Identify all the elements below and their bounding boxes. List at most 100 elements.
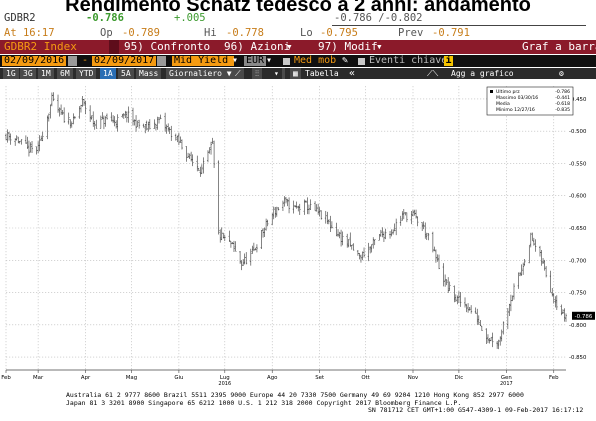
period-1g[interactable]: 1G	[3, 68, 19, 79]
ohlc-bar	[297, 205, 300, 212]
menu-azioni[interactable]: 96) Azioni	[224, 40, 291, 53]
ohlc-bar	[142, 123, 145, 128]
ohlc-bar	[41, 131, 44, 142]
ohlc-bar	[438, 254, 441, 270]
calendar-icon[interactable]	[68, 56, 77, 66]
ohlc-bar	[232, 240, 235, 253]
ohlc-bars	[5, 92, 567, 350]
pencil-icon[interactable]: ✎	[342, 55, 349, 66]
date-separator: -	[82, 55, 89, 66]
ohlc-bar	[93, 120, 96, 130]
ohlc-bar	[320, 210, 323, 220]
last-price: -0.786	[86, 12, 124, 24]
quote-time: At 16:17	[4, 27, 55, 39]
calendar-icon[interactable]	[157, 56, 166, 66]
low-value: -0.795	[320, 27, 358, 39]
ohlc-bar	[402, 208, 405, 220]
legend-value-max: -0.441	[555, 95, 570, 101]
menu-confronto[interactable]: 95) Confronto	[124, 40, 211, 53]
bar-chart-icon[interactable]: ⫶⫶	[252, 68, 262, 79]
ohlc-bar	[211, 137, 214, 144]
ohlc-bar	[346, 233, 349, 248]
period-ytd[interactable]: YTD	[76, 68, 97, 79]
checkbox-icon[interactable]	[283, 58, 290, 65]
ohlc-bar	[234, 241, 237, 252]
ohlc-bar	[136, 120, 139, 127]
y-axis: -0.450 -0.500 -0.550 -0.600 -0.650 -0.700 -0.7…	[569, 97, 587, 361]
ohlc-bar	[249, 248, 252, 266]
ohlc-bar	[298, 203, 301, 215]
ohlc-bar	[444, 274, 447, 287]
menu-modif[interactable]: 97) Modif	[318, 40, 378, 53]
period-1a[interactable]: 1A	[100, 68, 116, 79]
ohlc-bar	[197, 167, 200, 171]
frequency-select[interactable]: Giornaliero ▼	[166, 68, 235, 79]
ohlc-bar	[15, 135, 18, 141]
end-date-field[interactable]: 02/09/2017	[92, 55, 156, 66]
gear-icon[interactable]: ⚙	[559, 69, 564, 78]
ohlc-bar	[304, 200, 307, 203]
y-tick-label: -0.550	[569, 161, 587, 167]
dropdown-arrow-icon[interactable]: ▾	[376, 40, 383, 53]
period-3g[interactable]: 3G	[20, 68, 36, 79]
ohlc-bar	[448, 281, 451, 291]
dropdown-arrow-icon[interactable]: ▾	[286, 40, 293, 53]
table-label[interactable]: Tabella	[305, 69, 339, 78]
dropdown-arrow-icon[interactable]: ▾	[266, 55, 273, 66]
chart-type-label[interactable]: Graf a barra	[522, 40, 596, 53]
dropdown-arrow-icon[interactable]: ▾	[232, 55, 239, 66]
line-chart-icon[interactable]: ⟋	[232, 68, 244, 79]
x-tick-label: Mag	[126, 375, 137, 381]
ohlc-bar	[295, 201, 298, 209]
ohlc-bar	[29, 142, 32, 153]
ohlc-bar	[294, 205, 297, 208]
currency-select[interactable]: EUR	[244, 55, 267, 66]
period-6m[interactable]: 6M	[57, 68, 73, 79]
ohlc-bar	[373, 239, 376, 246]
ohlc-bar	[427, 232, 430, 241]
table-icon[interactable]: ▦	[290, 68, 301, 79]
ohlc-bar	[219, 229, 222, 243]
add-chart-icon[interactable]: ⟋⟍	[427, 69, 439, 78]
ohlc-bar	[274, 206, 277, 218]
ohlc-bar	[153, 119, 156, 129]
ohlc-bar	[560, 304, 563, 316]
ohlc-bar	[223, 234, 226, 242]
start-date-field[interactable]: 02/09/2016	[2, 55, 66, 66]
ohlc-bar	[395, 218, 398, 236]
ohlc-bar	[411, 209, 414, 217]
ohlc-bar	[154, 123, 157, 131]
toolbar: 1G 3G 1M 6M YTD 1A 5A Mass Giornaliero ▼…	[0, 68, 596, 79]
ohlc-bar	[453, 285, 456, 303]
moving-average-label[interactable]: Med mob	[294, 55, 337, 66]
legend-label-min: Minimo 12/27/16	[496, 107, 535, 113]
ohlc-bar	[239, 251, 242, 264]
ohlc-bar	[317, 203, 320, 215]
year-label: 2016	[218, 381, 231, 387]
ohlc-bar	[135, 115, 138, 132]
index-name[interactable]: GDBR2 Index	[4, 40, 77, 53]
ohlc-bar	[555, 295, 558, 311]
ohlc-bar	[330, 221, 333, 229]
checkbox-icon[interactable]	[358, 58, 365, 65]
field-select[interactable]: Mid Yield	[172, 56, 234, 66]
ohlc-bar	[37, 141, 40, 154]
dropdown-arrow-icon[interactable]: ▾	[274, 69, 279, 78]
ohlc-bar	[309, 199, 312, 210]
ohlc-bar	[191, 154, 194, 167]
ohlc-bar	[500, 329, 503, 342]
legend-label-mean: Media	[496, 101, 510, 107]
ohlc-bar	[188, 153, 191, 160]
info-icon[interactable]: i	[444, 55, 453, 66]
period-5a[interactable]: 5A	[118, 68, 134, 79]
collapse-icon[interactable]: «	[349, 68, 356, 79]
period-mass[interactable]: Mass	[136, 68, 162, 79]
ohlc-bar	[240, 260, 243, 271]
ohlc-bar	[425, 232, 428, 241]
footer-line-2: Japan 81 3 3201 8900 Singapore 65 6212 1…	[66, 398, 462, 407]
ticker: GDBR2	[4, 12, 36, 24]
add-to-chart-label[interactable]: Agg a grafico	[451, 69, 514, 78]
key-events-label[interactable]: Eventi chiave	[369, 55, 448, 66]
period-1m[interactable]: 1M	[38, 68, 54, 79]
ohlc-bar	[327, 219, 330, 225]
